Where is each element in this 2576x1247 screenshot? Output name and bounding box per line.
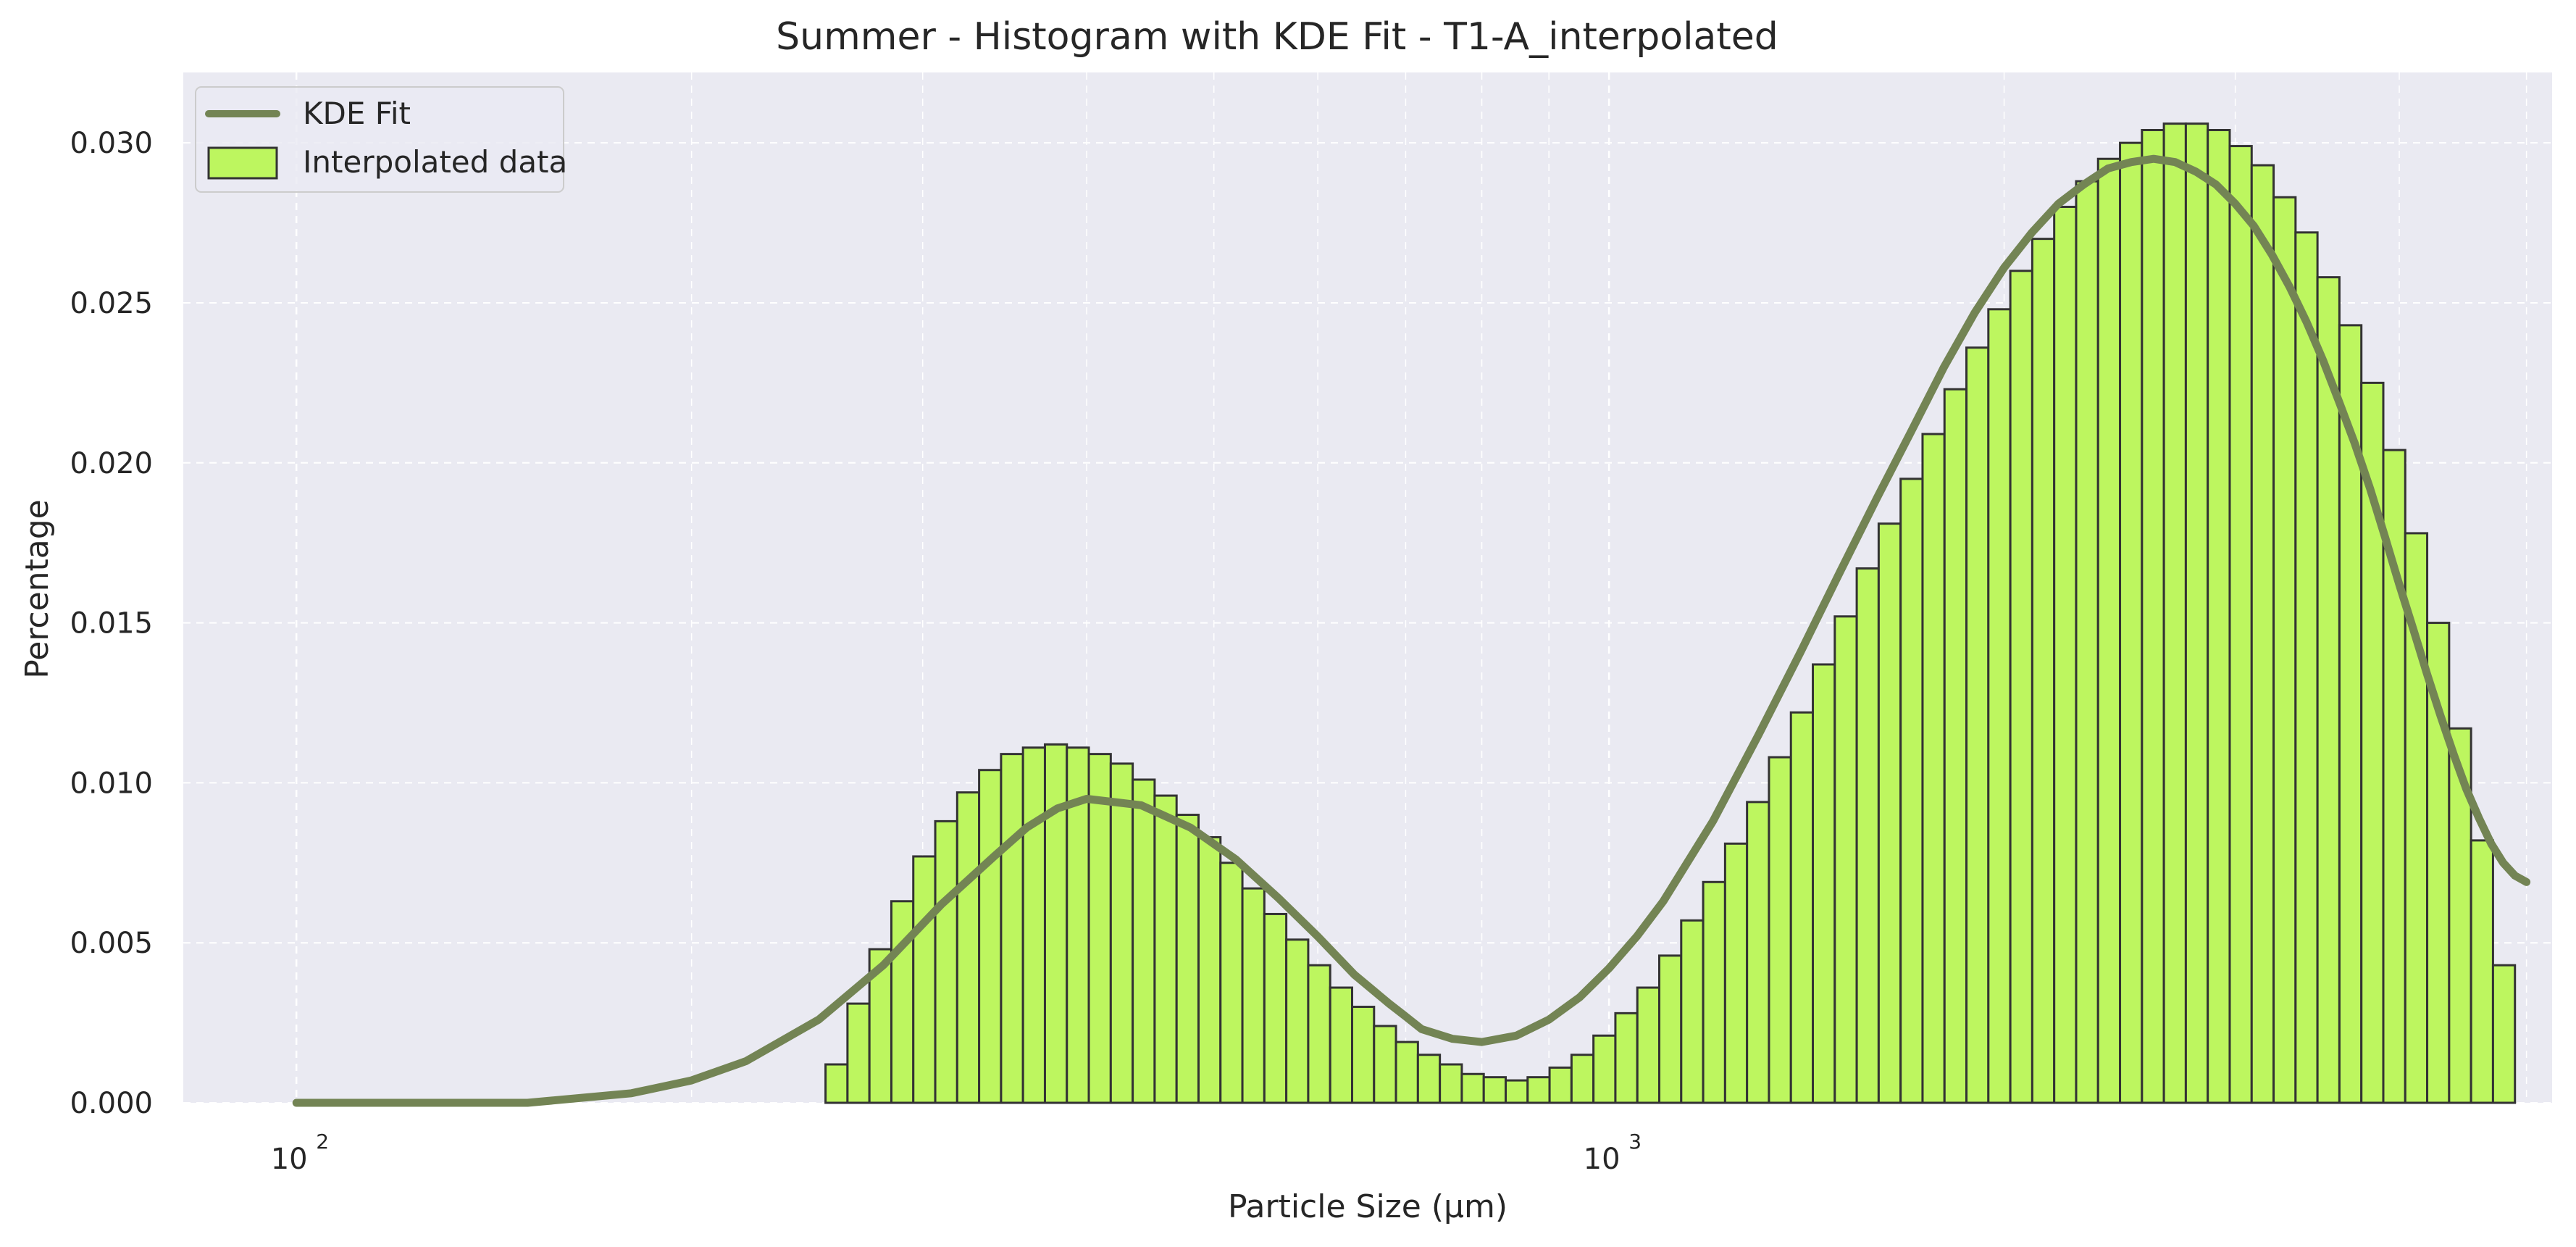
histogram-bar-25 xyxy=(1373,1025,1397,1104)
histogram-bar-15 xyxy=(1153,794,1178,1104)
y-tick-label-6: 0.030 xyxy=(70,127,153,160)
histogram-bar-34 xyxy=(1570,1054,1595,1104)
x-tick-label-1: 10 xyxy=(1584,1143,1621,1176)
histogram-bar-45 xyxy=(1812,663,1836,1104)
histogram-bar-63 xyxy=(2207,128,2231,1104)
histogram-bar-1 xyxy=(846,1002,871,1104)
histogram-bar-3 xyxy=(890,900,915,1104)
x-axis-title: Particle Size (μm) xyxy=(1228,1188,1507,1225)
histogram-bar-60 xyxy=(2141,128,2165,1104)
histogram-bar-30 xyxy=(1482,1076,1507,1104)
histogram-bar-18 xyxy=(1219,862,1244,1104)
histogram-bar-59 xyxy=(2119,141,2144,1104)
histogram-bar-21 xyxy=(1285,938,1310,1104)
x-tick-label-0: 10 xyxy=(271,1143,308,1176)
histogram-bar-8 xyxy=(1000,753,1024,1104)
histogram-bar-33 xyxy=(1548,1066,1573,1104)
x-tick-exponent-1: 3 xyxy=(1628,1130,1642,1154)
legend-kde-label: KDE Fit xyxy=(303,96,411,131)
x-axis-ticks: 10 2 10 3 xyxy=(271,1130,1642,1176)
histogram-bar-6 xyxy=(955,791,981,1104)
histogram-bar-14 xyxy=(1132,778,1156,1104)
histogram-bar-76 xyxy=(2491,964,2517,1104)
histogram-bar-46 xyxy=(1833,615,1858,1104)
histogram-bar-38 xyxy=(1658,954,1683,1104)
histogram-bar-26 xyxy=(1394,1040,1419,1104)
histogram-bar-65 xyxy=(2250,164,2275,1104)
histogram-bar-12 xyxy=(1087,753,1112,1104)
histogram-bar-43 xyxy=(1768,756,1792,1104)
histogram-bar-48 xyxy=(1877,522,1902,1104)
histogram-bar-13 xyxy=(1109,762,1134,1104)
y-tick-label-3: 0.015 xyxy=(70,607,153,641)
histogram-bar-64 xyxy=(2228,145,2253,1104)
histogram-bar-5 xyxy=(934,819,958,1104)
legend-box xyxy=(195,86,564,193)
histogram-bar-42 xyxy=(1746,801,1770,1104)
histogram-bar-47 xyxy=(1855,567,1880,1104)
y-tick-label-4: 0.020 xyxy=(70,447,153,480)
histogram-bar-0 xyxy=(824,1063,849,1104)
histogram-bar-49 xyxy=(1899,477,1924,1104)
histogram-bar-29 xyxy=(1460,1072,1485,1104)
histogram-bar-71 xyxy=(2382,449,2406,1104)
histogram-bar-10 xyxy=(1043,743,1069,1104)
histogram-bar-4 xyxy=(912,855,937,1104)
kde-fit-line xyxy=(292,154,2531,1107)
histogram-bar-52 xyxy=(1965,346,1990,1104)
histogram-bar-75 xyxy=(2470,839,2494,1104)
histogram-bar-22 xyxy=(1307,964,1331,1104)
y-axis-ticks: 0.000 0.005 0.010 0.015 0.020 0.025 0.030 xyxy=(70,127,153,1120)
histogram-bar-37 xyxy=(1636,986,1661,1104)
histogram-bar-61 xyxy=(2162,122,2187,1104)
histogram-bar-31 xyxy=(1505,1079,1529,1104)
histogram-bar-56 xyxy=(2053,205,2078,1104)
histogram-bar-17 xyxy=(1197,835,1222,1104)
histogram-bar-19 xyxy=(1241,887,1266,1104)
legend-hist-label: Interpolated data xyxy=(303,144,567,180)
histogram-bar-67 xyxy=(2294,231,2319,1104)
y-tick-label-5: 0.025 xyxy=(70,287,153,320)
y-tick-label-0: 0.000 xyxy=(70,1087,153,1120)
histogram-bar-55 xyxy=(2031,238,2056,1104)
histogram-bar-39 xyxy=(1680,919,1705,1104)
histogram-bar-54 xyxy=(2009,270,2033,1104)
histogram-bar-27 xyxy=(1416,1054,1442,1104)
histogram-bar-58 xyxy=(2096,157,2122,1104)
histogram-bar-32 xyxy=(1526,1076,1551,1104)
histogram-bar-7 xyxy=(978,769,1003,1104)
histogram-bar-44 xyxy=(1789,711,1815,1104)
histogram-bar-53 xyxy=(1987,308,2012,1104)
histogram-bar-66 xyxy=(2272,196,2297,1104)
histogram-bar-28 xyxy=(1439,1063,1463,1104)
chart-title: Summer - Histogram with KDE Fit - T1-A_i… xyxy=(776,15,1778,59)
histogram-bar-41 xyxy=(1723,842,1749,1104)
x-tick-exponent-0: 2 xyxy=(316,1130,329,1154)
histogram-bar-35 xyxy=(1592,1034,1617,1104)
y-tick-label-2: 0.010 xyxy=(70,767,153,800)
legend-hist-swatch xyxy=(207,146,278,180)
histogram-bar-36 xyxy=(1614,1012,1639,1104)
histogram-bars xyxy=(824,122,2517,1104)
y-axis-title: Percentage xyxy=(19,499,56,679)
histogram-bar-20 xyxy=(1263,912,1288,1104)
histogram-bar-24 xyxy=(1350,1006,1376,1104)
histogram-bar-9 xyxy=(1021,746,1046,1104)
legend: KDE Fit Interpolated data xyxy=(195,86,567,193)
histogram-bar-40 xyxy=(1702,880,1726,1104)
histogram-bar-23 xyxy=(1329,986,1353,1104)
histogram-bar-57 xyxy=(2075,180,2099,1104)
histogram-bar-62 xyxy=(2184,122,2209,1104)
histogram-bar-16 xyxy=(1175,814,1200,1104)
histogram-bar-50 xyxy=(1921,433,1946,1104)
histogram-bar-51 xyxy=(1943,388,1968,1104)
y-tick-label-1: 0.005 xyxy=(70,927,153,960)
